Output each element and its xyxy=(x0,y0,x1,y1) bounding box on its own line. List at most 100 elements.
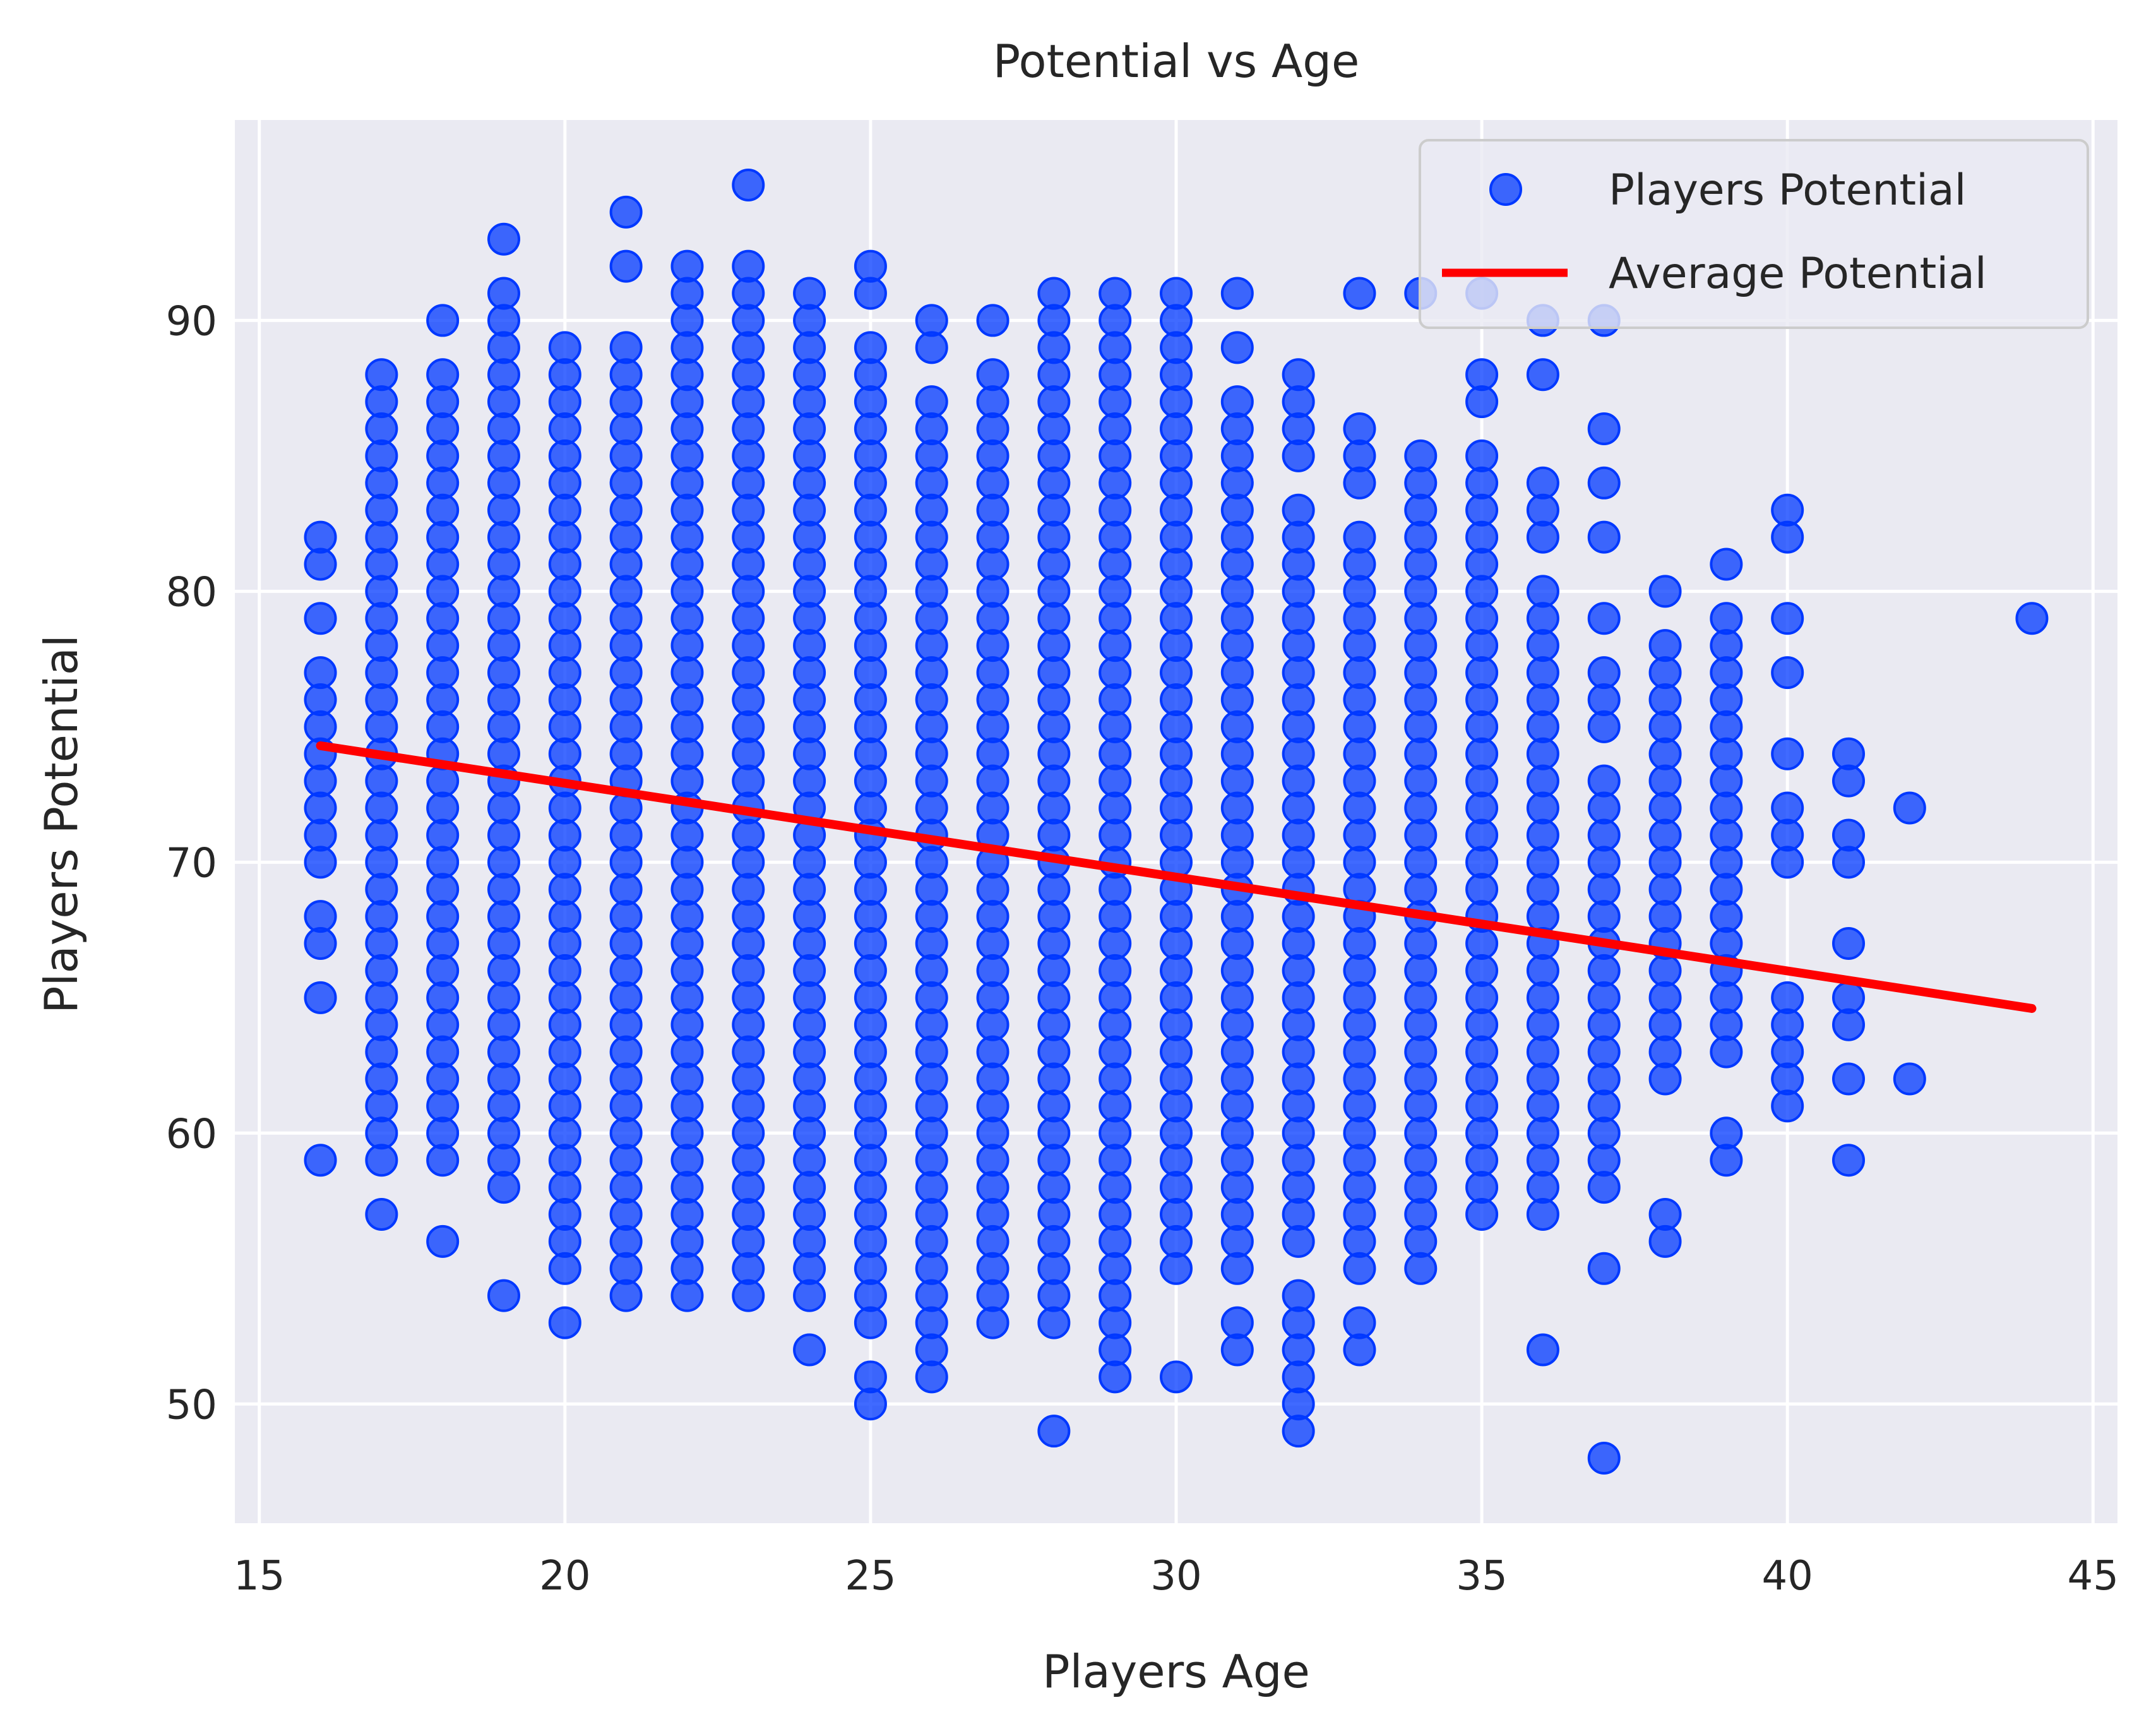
data-point xyxy=(1220,1224,1254,1258)
data-point xyxy=(1037,1008,1071,1041)
data-point xyxy=(1037,737,1071,770)
data-point xyxy=(1220,981,1254,1014)
data-point xyxy=(487,846,520,879)
data-point xyxy=(426,575,460,608)
data-point xyxy=(670,1116,704,1150)
data-point xyxy=(1404,602,1438,635)
data-point xyxy=(1099,602,1132,635)
data-point xyxy=(670,1224,704,1258)
data-point xyxy=(1465,846,1499,879)
data-point xyxy=(1710,927,1743,961)
data-point xyxy=(915,466,948,500)
data-point xyxy=(1037,439,1071,472)
data-point xyxy=(609,195,643,229)
data-point xyxy=(304,656,337,690)
data-point xyxy=(1465,791,1499,825)
data-point xyxy=(1587,1089,1621,1123)
data-point xyxy=(670,331,704,364)
data-point xyxy=(854,656,887,690)
data-point xyxy=(1404,466,1438,500)
data-point xyxy=(304,818,337,852)
data-point xyxy=(365,818,398,852)
data-point xyxy=(1160,466,1193,500)
data-point xyxy=(1160,1360,1193,1394)
data-point xyxy=(365,683,398,716)
data-point xyxy=(1282,656,1315,690)
data-point xyxy=(732,1279,765,1312)
data-point xyxy=(793,1224,826,1258)
data-point xyxy=(1587,900,1621,933)
data-point xyxy=(1220,1062,1254,1096)
data-point xyxy=(1710,629,1743,662)
data-point xyxy=(1037,385,1071,419)
data-point xyxy=(1710,1035,1743,1069)
data-point xyxy=(732,846,765,879)
data-point xyxy=(1771,791,1804,825)
data-point xyxy=(1648,846,1682,879)
data-point xyxy=(1587,1144,1621,1177)
data-point xyxy=(426,304,460,337)
data-point xyxy=(670,656,704,690)
data-point xyxy=(548,412,581,446)
data-point xyxy=(1037,791,1071,825)
data-point xyxy=(304,710,337,743)
data-point xyxy=(1465,358,1499,392)
data-point xyxy=(1343,412,1376,446)
data-point xyxy=(1099,981,1132,1014)
data-point xyxy=(365,358,398,392)
data-point xyxy=(487,520,520,554)
data-point xyxy=(365,846,398,879)
x-tick-labels: 15 20 25 30 35 40 45 xyxy=(234,1553,2119,1600)
data-point xyxy=(487,1062,520,1096)
data-point xyxy=(1404,1116,1438,1150)
data-point xyxy=(915,629,948,662)
data-point xyxy=(1526,710,1559,743)
data-point xyxy=(1343,683,1376,716)
data-point xyxy=(426,656,460,690)
data-point xyxy=(732,168,765,201)
data-point xyxy=(548,981,581,1014)
data-point xyxy=(609,1224,643,1258)
data-point xyxy=(1160,1197,1193,1231)
data-point xyxy=(1282,927,1315,961)
data-point xyxy=(1099,1008,1132,1041)
data-point xyxy=(793,304,826,337)
data-point xyxy=(915,1035,948,1069)
data-point xyxy=(1465,927,1499,961)
data-point xyxy=(793,873,826,906)
data-point xyxy=(609,656,643,690)
data-point xyxy=(548,954,581,987)
data-point xyxy=(1037,1089,1071,1123)
data-point xyxy=(854,1144,887,1177)
data-point xyxy=(1037,493,1071,527)
data-point xyxy=(609,818,643,852)
data-point xyxy=(2015,602,2049,635)
data-point xyxy=(304,683,337,716)
data-point xyxy=(1710,683,1743,716)
data-point xyxy=(1037,602,1071,635)
data-point xyxy=(1343,656,1376,690)
data-point xyxy=(915,1062,948,1096)
data-point xyxy=(1526,900,1559,933)
data-point xyxy=(609,954,643,987)
y-tick-label: 90 xyxy=(166,298,217,345)
data-point xyxy=(976,602,1010,635)
data-point xyxy=(854,1008,887,1041)
data-point xyxy=(732,656,765,690)
data-point xyxy=(976,656,1010,690)
data-point xyxy=(1832,1008,1865,1041)
data-point xyxy=(976,1008,1010,1041)
data-point xyxy=(1526,493,1559,527)
data-point xyxy=(976,764,1010,798)
data-point xyxy=(1282,1279,1315,1312)
data-point xyxy=(365,1197,398,1231)
data-point xyxy=(1526,656,1559,690)
data-point xyxy=(1037,873,1071,906)
data-point xyxy=(1037,981,1071,1014)
data-point xyxy=(548,493,581,527)
data-point xyxy=(732,710,765,743)
data-point xyxy=(1282,791,1315,825)
data-point xyxy=(548,575,581,608)
data-point xyxy=(487,710,520,743)
data-point xyxy=(304,548,337,581)
